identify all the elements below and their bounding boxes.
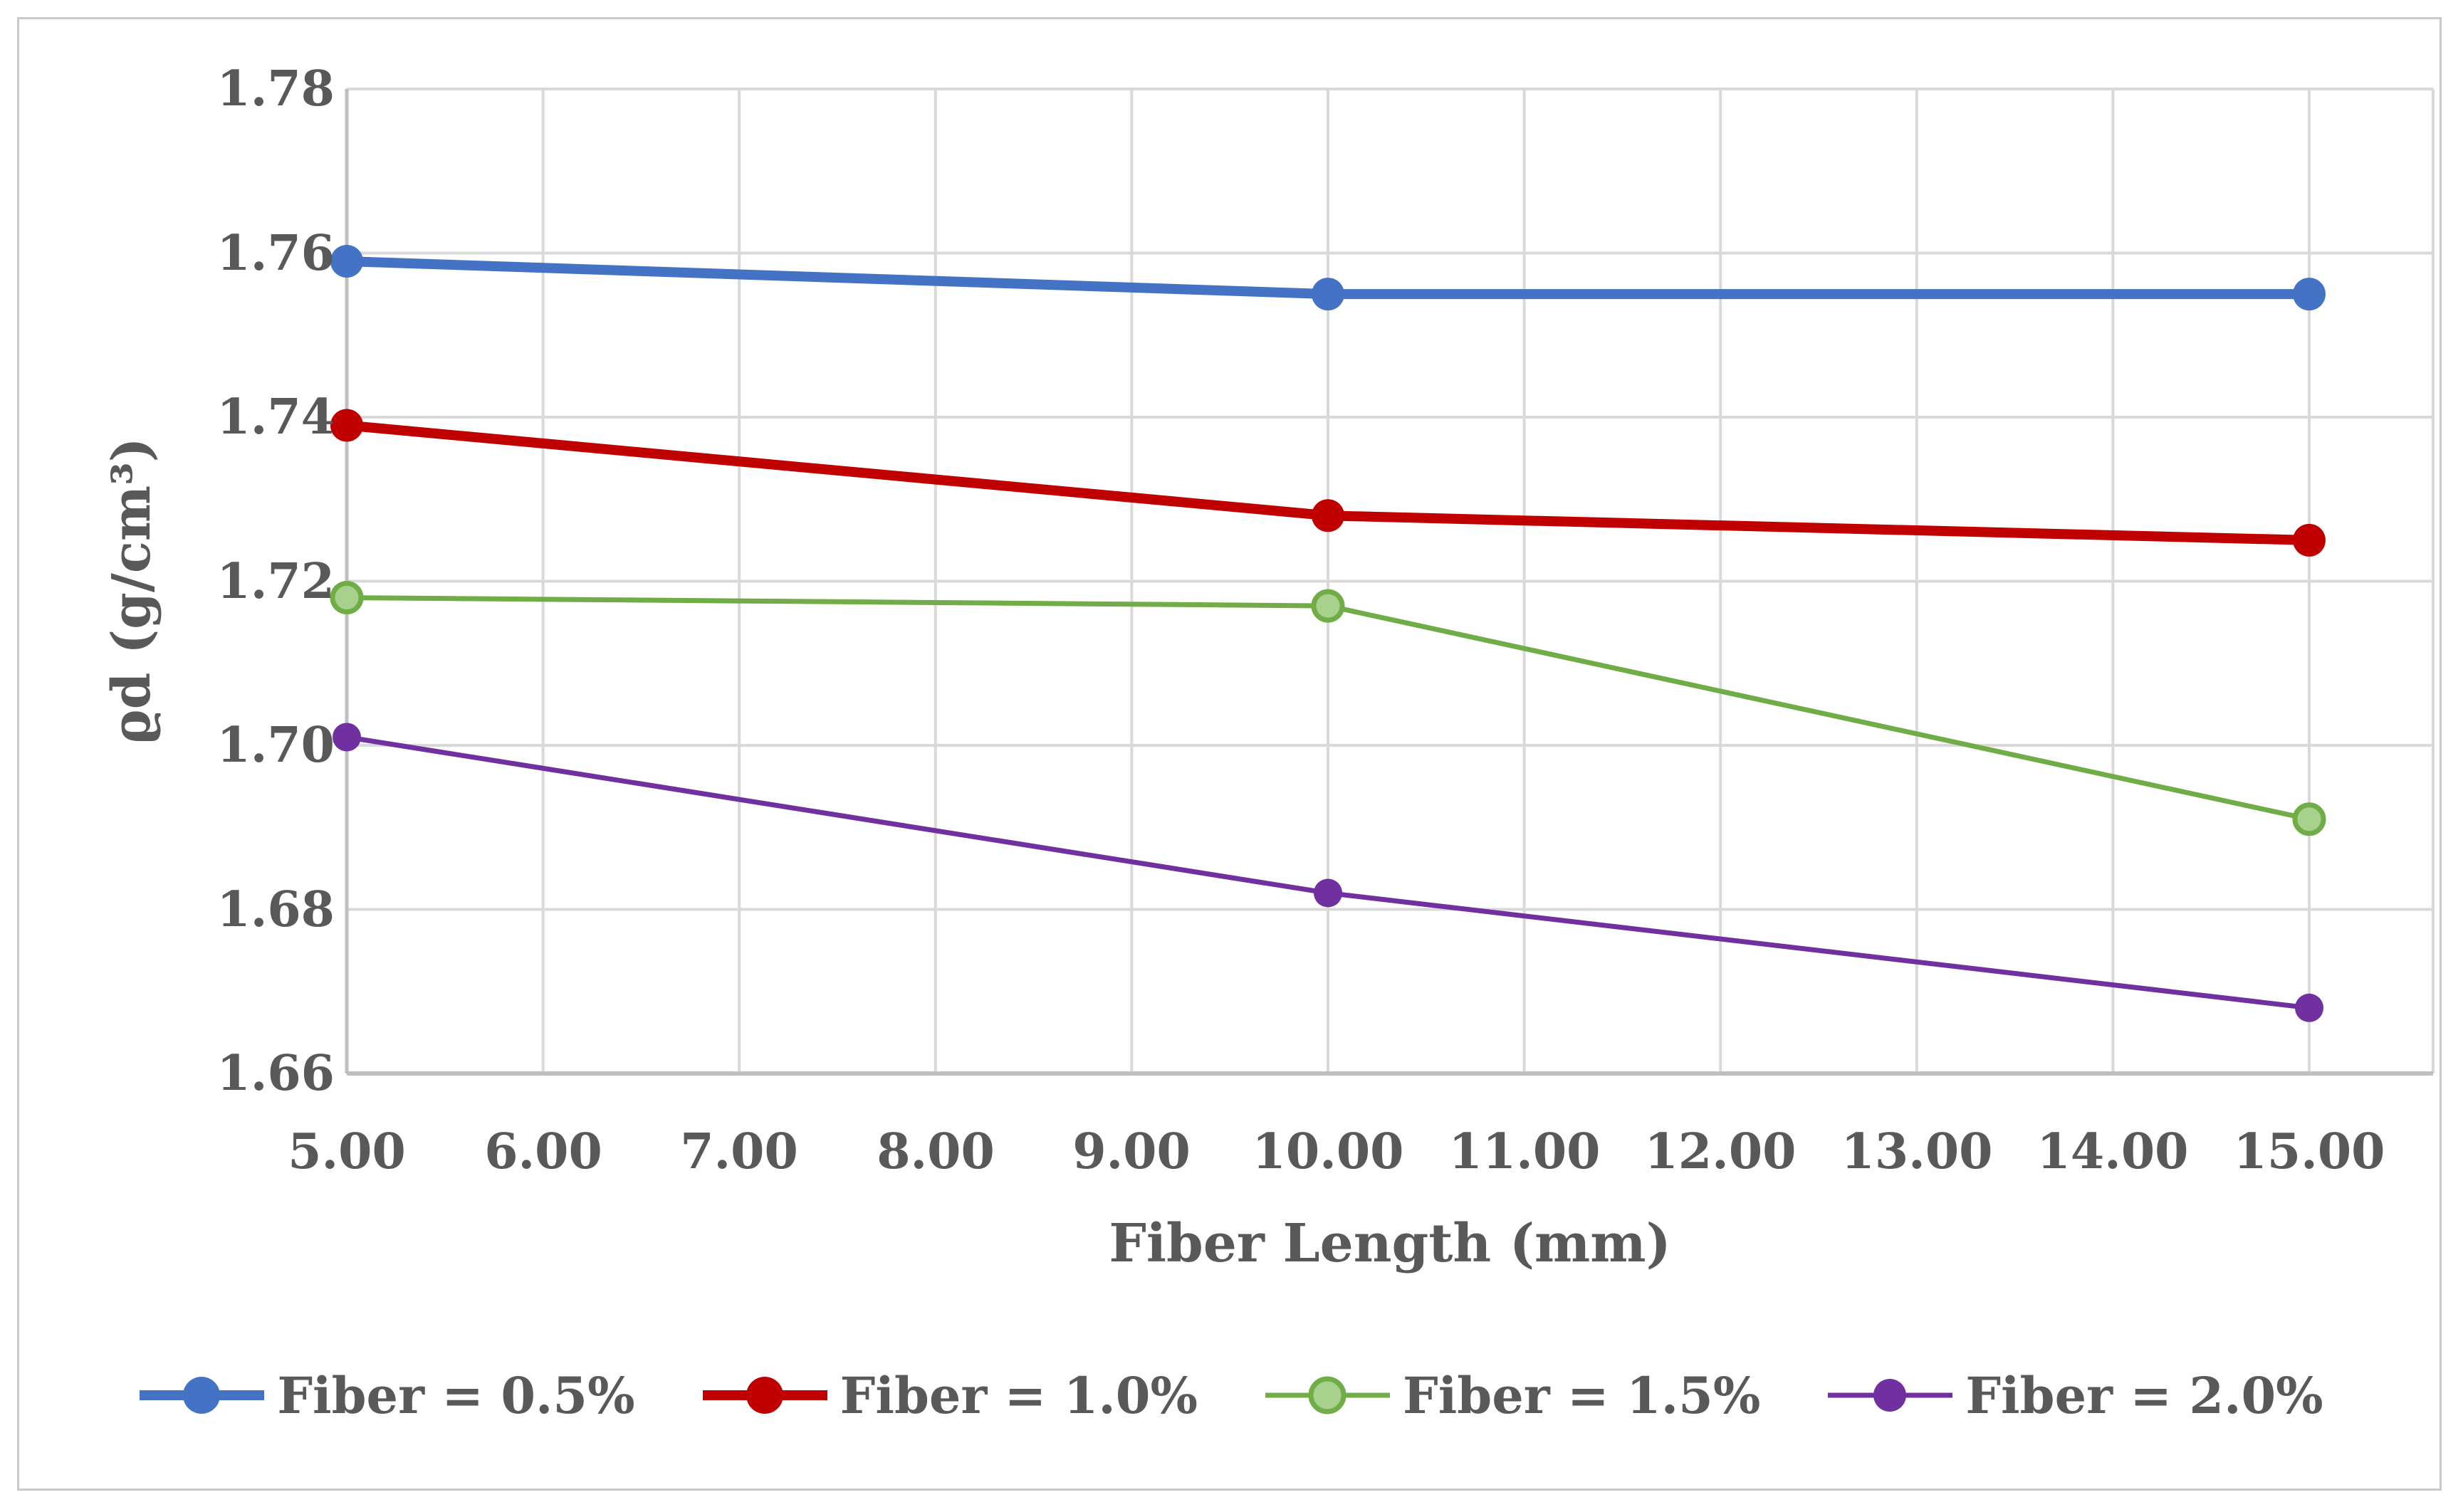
x-tick-label: 11.00 (1448, 1123, 1601, 1180)
x-tick-label: 14.00 (2036, 1123, 2189, 1180)
y-tick-label: 1.78 (216, 61, 335, 117)
legend: Fiber = 0.5% Fiber = 1.0% Fiber = 1.5% F… (0, 1349, 2463, 1442)
legend-item-fiber-1.0: Fiber = 1.0% (702, 1365, 1198, 1425)
legend-item-fiber-2.0: Fiber = 2.0% (1828, 1366, 2323, 1425)
x-tick-label: 8.00 (877, 1123, 995, 1180)
y-tick-label: 1.68 (216, 881, 335, 938)
legend-item-fiber-1.5: Fiber = 1.5% (1265, 1366, 1760, 1425)
legend-line-dot-icon (1828, 1379, 1953, 1412)
x-tick-label: 10.00 (1252, 1123, 1404, 1180)
y-tick-label: 1.76 (216, 225, 335, 282)
legend-item-fiber-0.5: Fiber = 0.5% (140, 1365, 635, 1425)
x-tick-label: 5.00 (288, 1123, 406, 1180)
x-tick-label: 15.00 (2233, 1123, 2385, 1180)
legend-label: Fiber = 2.0% (1965, 1365, 2323, 1425)
legend-line-dot-icon (140, 1377, 265, 1414)
legend-label: Fiber = 1.5% (1403, 1365, 1761, 1425)
y-tick-label: 1.72 (216, 553, 335, 610)
legend-label: Fiber = 1.0% (840, 1365, 1198, 1425)
x-tick-label: 13.00 (1841, 1123, 1993, 1180)
x-axis-title: Fiber Length (mm) (1109, 1213, 1671, 1274)
legend-line-dot-icon (1265, 1376, 1390, 1414)
y-tick-label: 1.66 (216, 1045, 335, 1102)
x-tick-label: 7.00 (680, 1123, 798, 1180)
y-tick-label: 1.74 (216, 389, 335, 446)
x-tick-label: 6.00 (484, 1123, 602, 1180)
x-tick-label: 9.00 (1072, 1123, 1191, 1180)
y-axis-title: ϱd (g/cm³) (101, 437, 162, 745)
legend-label: Fiber = 0.5% (277, 1365, 635, 1425)
legend-line-dot-icon (702, 1377, 827, 1414)
x-tick-label: 12.00 (1644, 1123, 1797, 1180)
y-tick-label: 1.70 (216, 717, 335, 774)
